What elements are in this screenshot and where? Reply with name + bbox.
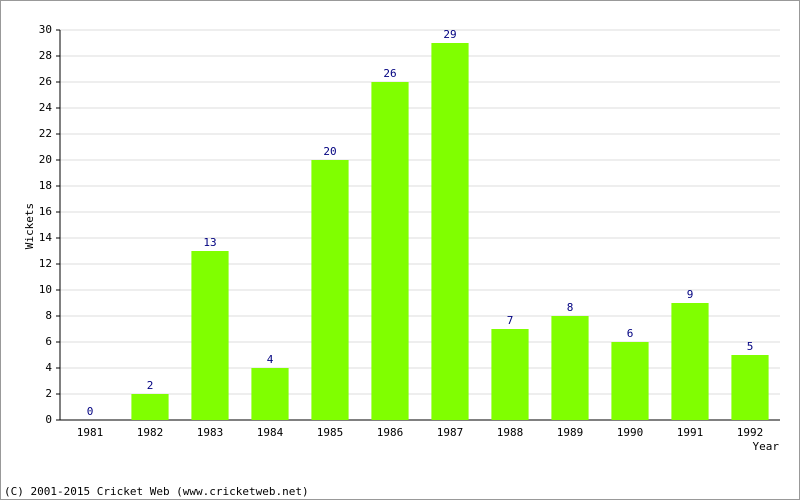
- bar: [611, 342, 649, 420]
- y-tick-label: 10: [39, 283, 52, 296]
- y-tick-label: 16: [39, 205, 52, 218]
- data-label: 13: [203, 236, 216, 249]
- x-tick-label: 1990: [617, 426, 644, 439]
- x-tick-label: 1986: [377, 426, 404, 439]
- x-tick-label: 1987: [437, 426, 464, 439]
- data-label: 4: [267, 353, 274, 366]
- y-tick-label: 8: [45, 309, 52, 322]
- x-tick-label: 1984: [257, 426, 284, 439]
- data-label: 6: [627, 327, 634, 340]
- bar: [131, 394, 169, 420]
- bar: [371, 82, 409, 420]
- bar: [731, 355, 769, 420]
- data-label: 9: [687, 288, 694, 301]
- x-tick-label: 1983: [197, 426, 224, 439]
- data-label: 5: [747, 340, 754, 353]
- y-tick-label: 18: [39, 179, 52, 192]
- x-tick-label: 1992: [737, 426, 764, 439]
- x-tick-label: 1985: [317, 426, 344, 439]
- x-tick-label: 1981: [77, 426, 104, 439]
- y-tick-label: 2: [45, 387, 52, 400]
- data-label: 2: [147, 379, 154, 392]
- bar: [431, 43, 469, 420]
- bar: [551, 316, 589, 420]
- data-label: 7: [507, 314, 514, 327]
- x-tick-label: 1982: [137, 426, 164, 439]
- y-tick-label: 24: [39, 101, 53, 114]
- data-label: 29: [443, 28, 456, 41]
- y-tick-label: 6: [45, 335, 52, 348]
- x-tick-label: 1988: [497, 426, 524, 439]
- bar: [191, 251, 229, 420]
- bar: [311, 160, 349, 420]
- x-tick-label: 1989: [557, 426, 584, 439]
- credit: (C) 2001-2015 Cricket Web (www.cricketwe…: [4, 485, 309, 498]
- y-tick-label: 30: [39, 23, 52, 36]
- y-tick-label: 20: [39, 153, 52, 166]
- y-tick-label: 26: [39, 75, 52, 88]
- y-axis-label: Wickets: [23, 203, 36, 249]
- data-label: 8: [567, 301, 574, 314]
- y-tick-label: 28: [39, 49, 52, 62]
- y-tick-label: 0: [45, 413, 52, 426]
- bar: [671, 303, 709, 420]
- y-tick-label: 22: [39, 127, 52, 140]
- data-label: 0: [87, 405, 94, 418]
- bar: [491, 329, 529, 420]
- y-tick-label: 14: [39, 231, 53, 244]
- data-label: 20: [323, 145, 336, 158]
- x-axis-label: Year: [753, 440, 780, 453]
- y-tick-label: 12: [39, 257, 52, 270]
- x-tick-label: 1991: [677, 426, 704, 439]
- bar: [251, 368, 289, 420]
- data-label: 26: [383, 67, 396, 80]
- y-tick-label: 4: [45, 361, 52, 374]
